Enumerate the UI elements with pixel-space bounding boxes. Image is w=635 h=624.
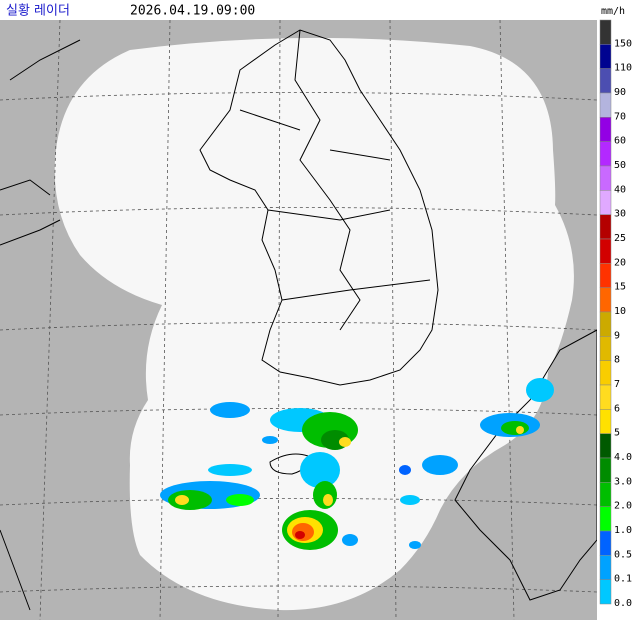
legend-swatch [599, 336, 612, 361]
legend-swatch [599, 19, 612, 45]
legend-swatch [599, 44, 612, 69]
legend-label: 30 [614, 209, 626, 220]
legend-swatch [599, 506, 612, 532]
timestamp: 2026.04.19.09:00 [130, 4, 255, 19]
legend-label: 25 [614, 233, 626, 244]
legend-swatch [599, 457, 612, 483]
legend-label: 0.5 [614, 549, 632, 560]
legend-swatch [599, 433, 612, 459]
legend-label: 10 [614, 306, 626, 317]
legend-label: 150 [614, 38, 632, 49]
title: 실황 레이더 [6, 4, 70, 19]
legend-swatch [599, 68, 612, 94]
legend-swatch [599, 409, 612, 434]
legend-swatch [599, 263, 612, 288]
legend-label: 70 [614, 111, 626, 122]
legend-swatch [599, 141, 612, 167]
header-bar [0, 0, 635, 20]
grid [0, 19, 598, 621]
legend-label: 2.0 [614, 501, 632, 512]
legend-label: 1.0 [614, 525, 632, 536]
legend-label: 9 [614, 330, 620, 341]
legend-swatch [599, 482, 612, 507]
legend-label: 60 [614, 136, 626, 147]
legend-swatch [599, 311, 612, 337]
legend-label: 40 [614, 184, 626, 195]
legend-swatch [599, 165, 612, 191]
unit: mm/h [601, 6, 625, 17]
legend-label: 0.1 [614, 574, 632, 585]
legend-label: 7 [614, 379, 620, 390]
precipitation [160, 378, 554, 550]
legend-label: 15 [614, 282, 626, 293]
legend-swatch [599, 214, 612, 240]
legend-swatch [599, 92, 612, 118]
legend-label: 0.0 [614, 598, 632, 609]
legend-swatch [599, 530, 612, 556]
legend: 150 110 90 70 60 50 40 30 25 20 15 10 9 8 7 6 5 4.0 3.0 2.0… [597, 19, 632, 620]
legend-label: 4.0 [614, 452, 632, 463]
legend-label: 5 [614, 428, 620, 439]
legend-label: 50 [614, 160, 626, 171]
legend-swatch [599, 360, 612, 386]
legend-label: 3.0 [614, 476, 632, 487]
legend-label: 6 [614, 403, 620, 414]
legend-swatch [599, 384, 612, 410]
map-area [0, 19, 598, 621]
legend-swatch [599, 287, 612, 313]
legend-label: 8 [614, 355, 620, 366]
legend-swatch [599, 190, 612, 215]
legend-swatch [599, 555, 612, 580]
legend-swatch [599, 238, 612, 264]
legend-swatch [599, 579, 612, 605]
legend-label: 90 [614, 87, 626, 98]
coastline [0, 29, 598, 611]
legend-label: 20 [614, 257, 626, 268]
legend-frame [597, 20, 600, 620]
legend-swatch [599, 117, 612, 142]
legend-label: 110 [614, 63, 632, 74]
